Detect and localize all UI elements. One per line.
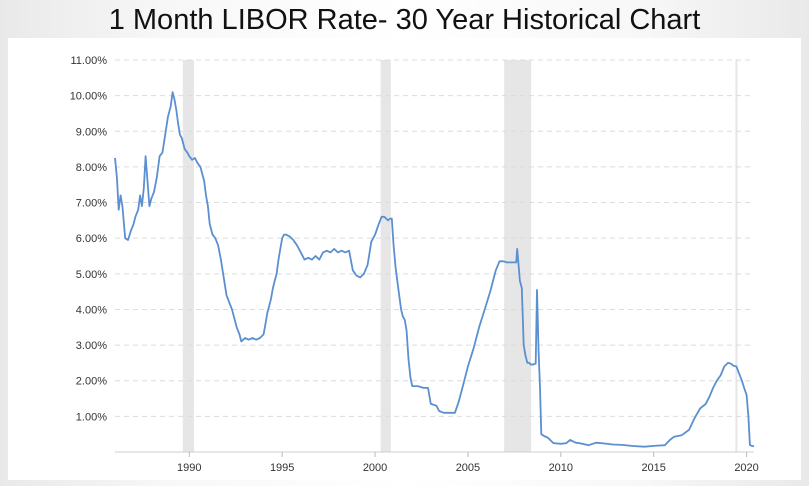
series-line-1: [114, 91, 755, 448]
y-tick-label: 2.00%: [76, 376, 107, 388]
recession-band-4: [735, 60, 738, 452]
grid-lines: [115, 59, 754, 453]
y-axis: 11.00% 10.00% 9.00% 8.00% 7.00% 6.00% 5.00% 4.0…: [70, 55, 108, 423]
y-tick-label: 4.00%: [76, 304, 107, 316]
y-tick-label: 5.00%: [76, 269, 107, 281]
x-tick-label: 2015: [641, 462, 665, 474]
y-tick-label: 10.00%: [70, 91, 108, 103]
y-tick-label: 3.00%: [76, 340, 107, 352]
y-tick-label: 9.00%: [76, 126, 107, 138]
y-tick-label: 1.00%: [76, 411, 107, 423]
x-tick-label: 2020: [734, 462, 758, 474]
x-tick-label: 2000: [363, 462, 387, 474]
series-group: [114, 91, 755, 448]
line-chart: 11.00% 10.00% 9.00% 8.00% 7.00% 6.00% 5.00% 4.0…: [70, 55, 759, 474]
recession-band-2: [380, 60, 391, 452]
x-axis: 1990 1995 2000 2005 2010 2015 2020: [177, 452, 759, 474]
x-tick-label: 1995: [270, 462, 294, 474]
x-tick-label: 1990: [177, 462, 201, 474]
y-tick-label: 8.00%: [76, 162, 107, 174]
x-tick-label: 2005: [456, 462, 480, 474]
y-tick-label: 6.00%: [76, 233, 107, 245]
chart-title: 1 Month LIBOR Rate- 30 Year Historical C…: [108, 4, 701, 36]
x-tick-label: 2010: [549, 462, 573, 474]
y-tick-label: 7.00%: [76, 198, 107, 210]
recession-band-1: [182, 60, 194, 452]
chart-panel: 11.00% 10.00% 9.00% 8.00% 7.00% 6.00% 5.00% 4.0…: [8, 38, 801, 480]
y-tick-label: 11.00%: [71, 55, 108, 67]
